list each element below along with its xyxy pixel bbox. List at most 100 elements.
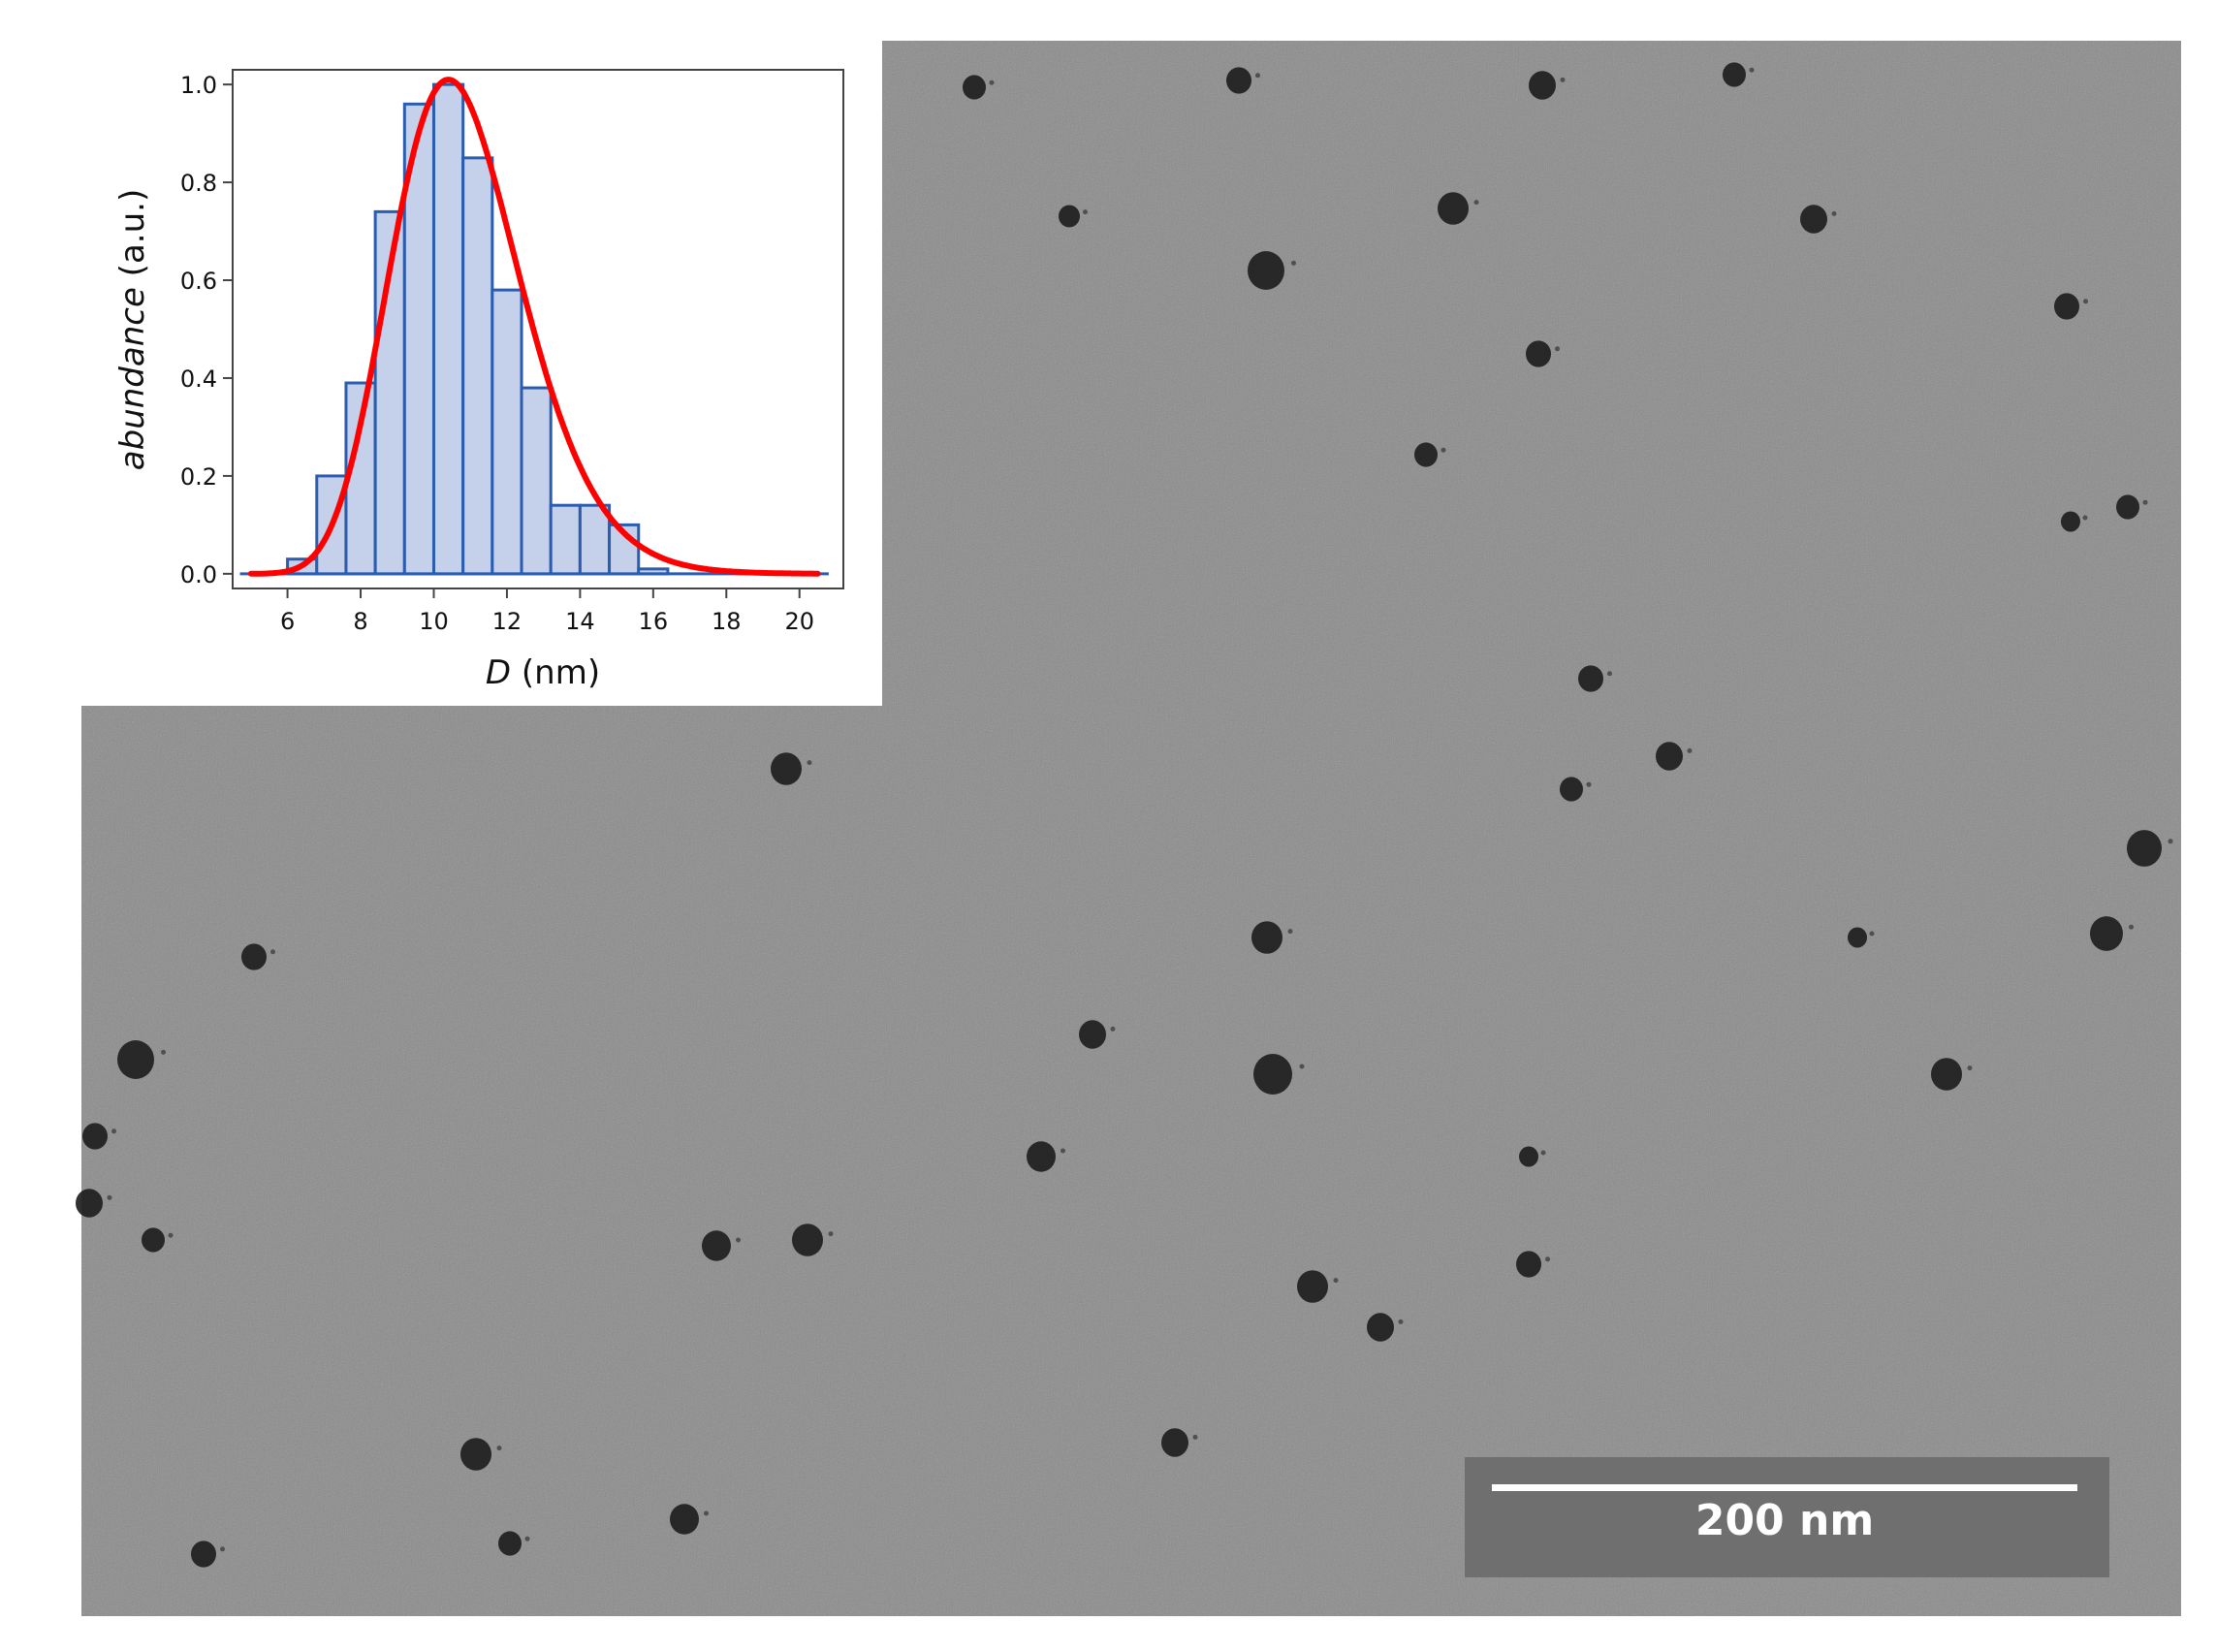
particle-speck <box>807 760 812 766</box>
particle <box>1723 62 1746 87</box>
y-axis-label-unit: (a.u.) <box>113 189 152 287</box>
x-axis-label-unit: (nm) <box>511 653 600 692</box>
particle-speck <box>1869 931 1875 937</box>
x-tick-label: 14 <box>565 608 595 635</box>
particle-speck <box>1540 1150 1546 1156</box>
particle-speck <box>1255 73 1260 79</box>
particle <box>1931 1058 1962 1091</box>
y-tick-label: 0.6 <box>180 268 217 295</box>
particle <box>1059 205 1080 228</box>
x-tick-label: 10 <box>419 608 449 635</box>
particle <box>76 1189 103 1218</box>
particle <box>963 75 986 100</box>
particle-speck <box>1749 67 1755 73</box>
particle <box>241 943 267 970</box>
particle <box>2116 494 2139 520</box>
particle-speck <box>2168 839 2173 844</box>
particle-speck <box>1967 1065 1973 1071</box>
y-tick-label: 0.0 <box>180 561 217 588</box>
histogram-bars <box>239 82 829 576</box>
histogram-bar <box>491 288 523 576</box>
particle-speck <box>1440 447 1446 453</box>
particle <box>191 1541 216 1568</box>
x-axis-label-symbol: D <box>486 653 511 692</box>
particle-speck <box>1586 781 1592 787</box>
particle <box>2127 830 2162 867</box>
particle <box>1414 442 1438 467</box>
histogram-bar <box>520 386 553 576</box>
x-tick-label: 6 <box>280 608 295 635</box>
particle-speck <box>2083 299 2088 304</box>
histogram-bar <box>461 156 494 576</box>
particle <box>1367 1313 1394 1342</box>
particle <box>1226 67 1251 94</box>
y-axis-label-name: abundance <box>113 287 152 470</box>
particle-speck <box>161 1049 166 1055</box>
histogram-bar <box>431 82 465 576</box>
particles <box>76 62 2173 1568</box>
particle-speck <box>828 1231 834 1237</box>
particle <box>1253 1054 1292 1095</box>
particle <box>498 1531 522 1556</box>
histogram-bar <box>549 503 582 576</box>
particle-speck <box>2129 924 2134 930</box>
particle-speck <box>1545 1256 1550 1262</box>
particle <box>1578 665 1603 692</box>
particle <box>702 1230 731 1261</box>
histogram-bar <box>637 567 670 576</box>
particle <box>1656 742 1683 771</box>
particle-speck <box>2082 515 2088 521</box>
particle-speck <box>1083 209 1088 215</box>
particle-speck <box>1473 200 1479 206</box>
particle <box>117 1040 154 1079</box>
y-tick-label: 0.4 <box>180 365 217 393</box>
particle <box>460 1438 491 1471</box>
x-tick-label: 20 <box>784 608 814 635</box>
plot-frame <box>232 69 844 589</box>
particle <box>82 1123 108 1150</box>
particle <box>2090 916 2123 951</box>
particle-speck <box>1291 260 1296 266</box>
particle-speck <box>1687 747 1693 753</box>
particle-speck <box>704 1510 709 1516</box>
particle <box>1526 340 1551 367</box>
x-axis-ticks: 6 8 10 12 14 16 18 20 <box>280 588 814 635</box>
scale-bar-label: 200 nm <box>1695 1496 1874 1545</box>
particle-speck <box>1398 1318 1404 1324</box>
particle-speck <box>107 1194 112 1200</box>
particle <box>142 1227 165 1253</box>
particle-speck <box>1333 1278 1339 1284</box>
particle <box>1248 251 1284 290</box>
particle-speck <box>1192 1434 1198 1440</box>
particle <box>2054 293 2079 320</box>
scale-bar-box <box>1465 1457 2109 1577</box>
particle <box>2061 511 2080 532</box>
y-tick-label: 0.2 <box>180 463 217 491</box>
particle-speck <box>524 1536 530 1541</box>
particle <box>1800 205 1827 234</box>
particle-speck <box>496 1446 502 1451</box>
particle-speck <box>168 1232 174 1238</box>
particle-speck <box>1560 77 1566 82</box>
y-axis-label: abundance (a.u.) <box>113 189 152 470</box>
particle-speck <box>220 1546 225 1552</box>
particle-speck <box>111 1128 116 1134</box>
x-tick-label: 8 <box>353 608 367 635</box>
particle <box>1848 927 1867 948</box>
histogram-bar <box>578 503 612 576</box>
scale-bar <box>1492 1484 2077 1491</box>
particle <box>1560 777 1583 802</box>
x-tick-label: 16 <box>639 608 669 635</box>
particle-speck <box>1061 1148 1065 1154</box>
particle <box>1161 1428 1188 1457</box>
particle-speck <box>1555 346 1560 352</box>
particle-speck <box>1607 671 1612 677</box>
y-axis-ticks: 0.0 0.2 0.4 0.6 0.8 1.0 <box>180 72 233 588</box>
particle <box>1297 1270 1328 1303</box>
particle-speck <box>989 79 995 85</box>
size-distribution-inset: 6 8 10 12 14 16 18 20 0.0 0.2 0.4 0.6 0.8 1.0 D (nm)… <box>0 0 882 706</box>
particle-speck <box>736 1237 741 1243</box>
particle-speck <box>1287 929 1293 935</box>
particle <box>1519 1146 1538 1167</box>
particle <box>1516 1251 1541 1278</box>
